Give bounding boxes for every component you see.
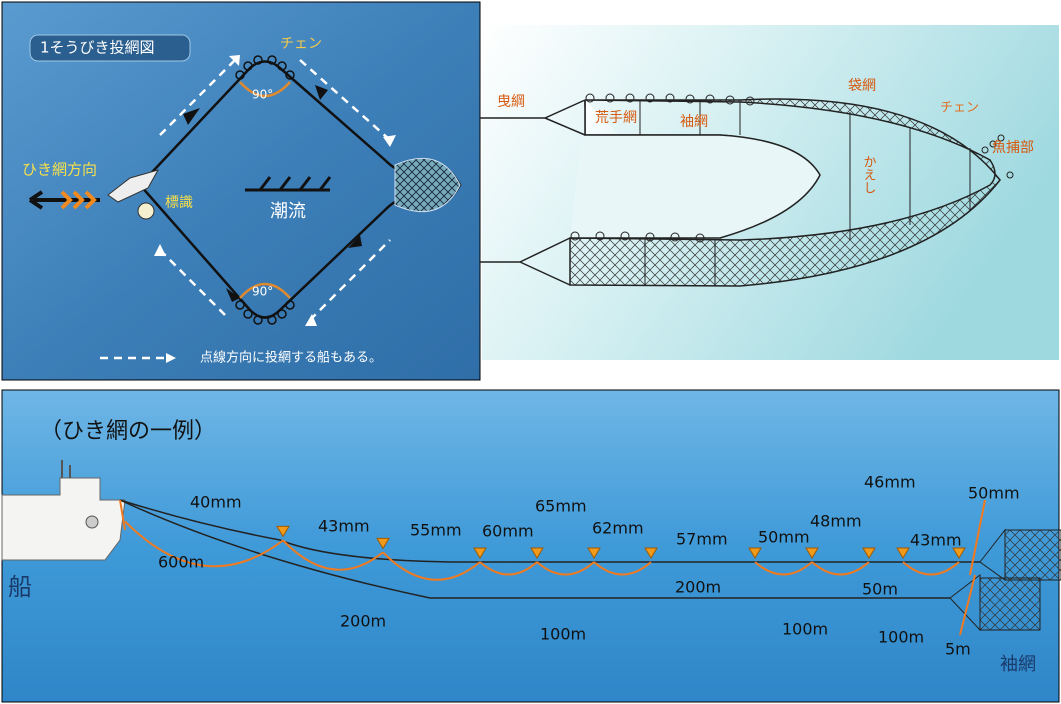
leader-lines — [119, 499, 986, 636]
marker-label: 標識 — [165, 195, 193, 211]
float — [644, 547, 658, 559]
mesh-size-label: 50mm — [758, 528, 810, 547]
flow-arrows — [183, 85, 362, 302]
section-arc — [479, 561, 538, 576]
length-label: 5m — [945, 640, 971, 659]
length-label: 200m — [675, 578, 721, 597]
length-label: 600m — [158, 553, 204, 572]
float — [473, 547, 487, 559]
wing-net-label: 袖網 — [1000, 654, 1036, 675]
chain-label: チェン — [940, 101, 979, 116]
section-arcs — [124, 520, 960, 581]
length-label: 200m — [340, 612, 386, 631]
net-structure-panel: 曳綱 袋網 チェン 荒手網 袖網 魚捕部 かえし — [480, 25, 1059, 360]
tow-chevrons — [60, 190, 97, 210]
length-label: 100m — [540, 625, 586, 644]
float — [862, 547, 876, 559]
float — [805, 547, 819, 559]
title: （ひき網の一例） — [40, 419, 216, 444]
mesh-size-label: 46mm — [864, 473, 916, 492]
float — [376, 537, 390, 550]
section-arc — [902, 561, 960, 576]
float — [748, 547, 762, 559]
mesh-size-label: 40mm — [190, 493, 242, 512]
tow-ropes — [480, 99, 586, 286]
length-label: 100m — [878, 628, 924, 647]
mesh-size-label: 50mm — [968, 484, 1020, 503]
section-arc — [536, 561, 595, 576]
dashed-arrowheads — [154, 55, 396, 363]
float — [587, 547, 601, 559]
winch — [85, 515, 99, 529]
mesh-size-label: 60mm — [482, 522, 534, 541]
angle-label: 90° — [252, 285, 273, 299]
floats — [276, 525, 966, 559]
length-label: 50m — [862, 580, 898, 599]
net-gap — [570, 100, 821, 239]
tow-rope-label: 曳綱 — [497, 94, 525, 110]
mesh-size-label: 48mm — [810, 512, 862, 531]
float — [896, 547, 910, 559]
mesh-size-label: 43mm — [318, 517, 370, 536]
return-flap-label: かえし — [861, 155, 876, 194]
panel-bg — [1, 389, 1060, 703]
boat-label: 船 — [8, 573, 32, 601]
dashed-arrows — [100, 59, 391, 360]
lower-rope — [119, 499, 950, 599]
section-arc — [811, 561, 870, 576]
net-body — [569, 98, 1001, 287]
bag-net-label: 袋網 — [848, 78, 876, 94]
mesh-size-label: 62mm — [592, 519, 644, 538]
section-arc — [282, 539, 384, 571]
tow-arrow — [28, 190, 100, 210]
wing-net — [979, 577, 1041, 631]
boat — [107, 169, 160, 203]
casting-panel: 1そうびき投網図 チェン 90° 90° ひき網方向 標識 潮流 — [1, 1, 481, 381]
rough-net-label: 荒手網 — [595, 110, 637, 126]
boat — [1, 477, 126, 561]
mesh-size-label: 65mm — [535, 497, 587, 516]
float — [530, 547, 544, 559]
title: 1そうびき投網図 — [40, 39, 155, 57]
bag-net — [394, 157, 461, 213]
float — [952, 547, 966, 559]
current-label: 潮流 — [270, 201, 306, 222]
marker-buoy — [137, 202, 155, 220]
angle-arc — [239, 81, 291, 98]
section-arc — [593, 561, 652, 576]
section-arc — [124, 520, 284, 568]
chain-label: チェン — [280, 36, 322, 52]
section-arc — [754, 561, 813, 576]
mesh-size-label: 55mm — [410, 521, 462, 540]
section-arc — [382, 551, 481, 581]
mesh-size-label: 57mm — [676, 530, 728, 549]
current-symbol — [245, 176, 332, 192]
net-sections — [639, 100, 971, 286]
length-label: 100m — [782, 620, 828, 639]
note: 点線方向に投網する船もある。 — [200, 350, 382, 366]
float — [276, 525, 290, 538]
wing-net-label: 袖網 — [680, 114, 708, 130]
chain-loops — [235, 55, 295, 325]
boat-mast — [61, 460, 71, 478]
angle-arc — [239, 282, 291, 299]
angle-label: 90° — [252, 88, 273, 102]
upper-rope — [119, 499, 980, 563]
mesh-size-label: 43mm — [910, 531, 962, 550]
wing-net — [1004, 529, 1061, 581]
cod-end-label: 魚捕部 — [992, 140, 1034, 156]
title-box — [29, 34, 191, 62]
floats — [570, 93, 1014, 243]
tow-direction-label: ひき網方向 — [22, 161, 97, 179]
